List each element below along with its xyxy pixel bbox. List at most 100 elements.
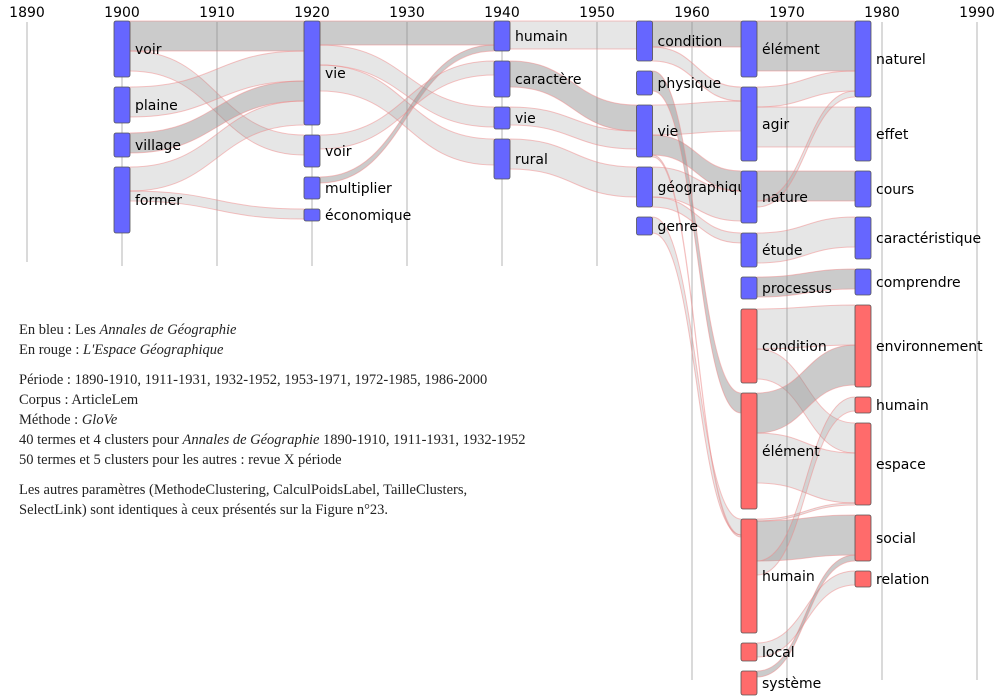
term-node-annales[interactable] bbox=[854, 20, 872, 98]
term-label: relation bbox=[876, 572, 929, 588]
term-label: physique bbox=[658, 76, 722, 92]
term-label: rural bbox=[515, 152, 548, 168]
term-node-annales[interactable] bbox=[740, 170, 758, 224]
flow-link bbox=[756, 514, 856, 562]
term-label: agir bbox=[762, 117, 789, 133]
term-node-annales[interactable] bbox=[854, 106, 872, 162]
term-node-espace[interactable] bbox=[740, 308, 758, 384]
term-label: vie bbox=[515, 111, 536, 127]
term-label: condition bbox=[762, 339, 827, 355]
term-node-annales[interactable] bbox=[854, 216, 872, 260]
term-node-annales[interactable] bbox=[113, 20, 131, 78]
flow-link bbox=[319, 44, 495, 184]
legend-annales-line: En bleu : Les Annales de Géographie bbox=[19, 322, 237, 338]
term-node-espace[interactable] bbox=[854, 396, 872, 414]
term-node-annales[interactable] bbox=[854, 170, 872, 208]
term-label: condition bbox=[658, 34, 723, 50]
term-node-annales[interactable] bbox=[636, 20, 653, 62]
term-node-espace[interactable] bbox=[854, 304, 872, 388]
term-node-annales[interactable] bbox=[303, 134, 321, 168]
term-node-annales[interactable] bbox=[740, 276, 758, 300]
legend-espace-line: En rouge : L'Espace Géographique bbox=[19, 342, 224, 358]
term-node-annales[interactable] bbox=[740, 232, 758, 268]
year-tick-label: 1910 bbox=[199, 5, 235, 21]
term-label: caractéristique bbox=[876, 231, 981, 247]
term-label: processus bbox=[762, 281, 832, 297]
flow-link bbox=[756, 90, 856, 208]
term-node-annales[interactable] bbox=[493, 60, 511, 98]
term-node-annales[interactable] bbox=[636, 104, 653, 158]
methode-line: Méthode : GloVe bbox=[19, 412, 118, 428]
term-label: social bbox=[876, 531, 916, 547]
periode-line: Période : 1890-1910, 1911-1931, 1932-195… bbox=[19, 372, 488, 388]
term-label: environnement bbox=[876, 339, 983, 355]
year-tick-label: 1920 bbox=[294, 5, 330, 21]
term-node-annales[interactable] bbox=[113, 132, 131, 158]
term-label: plaine bbox=[135, 98, 178, 114]
term-node-espace[interactable] bbox=[854, 514, 872, 562]
corpus-line: Corpus : ArticleLem bbox=[19, 392, 139, 408]
year-tick-label: 1930 bbox=[389, 5, 425, 21]
term-label: voir bbox=[325, 144, 352, 160]
term-label: humain bbox=[876, 398, 929, 414]
term-label: comprendre bbox=[876, 275, 961, 291]
term-node-annales[interactable] bbox=[854, 268, 872, 296]
term-node-annales[interactable] bbox=[636, 70, 653, 96]
term-label: étude bbox=[762, 243, 802, 259]
term-node-annales[interactable] bbox=[303, 20, 321, 126]
term-node-annales[interactable] bbox=[113, 166, 131, 234]
clusters-other-line: 50 termes et 5 clusters pour les autres … bbox=[19, 452, 342, 468]
term-node-annales[interactable] bbox=[636, 216, 653, 236]
legend-notes: En bleu : Les Annales de Géographie En r… bbox=[19, 320, 639, 520]
term-node-espace[interactable] bbox=[740, 642, 758, 662]
term-node-espace[interactable] bbox=[740, 670, 758, 696]
term-node-annales[interactable] bbox=[113, 86, 131, 124]
flow-link bbox=[756, 554, 856, 678]
term-node-espace[interactable] bbox=[740, 392, 758, 510]
term-label: espace bbox=[876, 457, 926, 473]
year-tick-label: 1890 bbox=[9, 5, 45, 21]
term-label: voir bbox=[135, 42, 162, 58]
term-label: former bbox=[135, 193, 182, 209]
term-node-espace[interactable] bbox=[854, 422, 872, 506]
term-nodes: voir plaine village former vie voir multiplier… bbox=[113, 20, 983, 696]
term-node-annales[interactable] bbox=[493, 106, 511, 130]
term-label: effet bbox=[876, 127, 909, 143]
term-label: humain bbox=[762, 569, 815, 585]
params-line-2: SelectLink) sont identiques à ceux prése… bbox=[19, 502, 389, 518]
year-tick-label: 1900 bbox=[104, 5, 140, 21]
flow-links bbox=[129, 20, 856, 678]
term-node-annales[interactable] bbox=[636, 166, 653, 208]
year-tick-label: 1960 bbox=[674, 5, 710, 21]
term-node-annales[interactable] bbox=[493, 20, 511, 52]
term-label: nature bbox=[762, 190, 808, 206]
term-node-espace[interactable] bbox=[740, 518, 758, 634]
term-label: système bbox=[762, 676, 821, 692]
term-label: élément bbox=[762, 42, 820, 58]
year-tick-label: 1980 bbox=[864, 5, 900, 21]
year-tick-label: 1990 bbox=[959, 5, 994, 21]
term-node-espace[interactable] bbox=[854, 570, 872, 588]
flow-link bbox=[129, 100, 305, 192]
flow-link bbox=[756, 70, 856, 108]
term-node-annales[interactable] bbox=[303, 208, 321, 222]
year-tick-label: 1940 bbox=[484, 5, 520, 21]
term-label: multiplier bbox=[325, 181, 392, 197]
params-line-1: Les autres paramètres (MethodeClustering… bbox=[19, 482, 468, 498]
term-node-annales[interactable] bbox=[740, 86, 758, 162]
term-label: caractère bbox=[515, 72, 581, 88]
term-label: vie bbox=[658, 124, 679, 140]
term-label: vie bbox=[325, 66, 346, 82]
term-label: genre bbox=[658, 219, 698, 235]
term-node-annales[interactable] bbox=[303, 176, 321, 200]
flow-link bbox=[756, 502, 856, 522]
term-label: naturel bbox=[876, 52, 926, 68]
term-label: géographique bbox=[658, 180, 755, 196]
term-label: village bbox=[135, 138, 181, 154]
term-label: élément bbox=[762, 444, 820, 460]
clusters-annales-line: 40 termes et 4 clusters pour Annales de … bbox=[19, 432, 526, 448]
term-label: cours bbox=[876, 182, 914, 198]
term-node-annales[interactable] bbox=[493, 138, 511, 180]
term-node-annales[interactable] bbox=[740, 20, 758, 78]
